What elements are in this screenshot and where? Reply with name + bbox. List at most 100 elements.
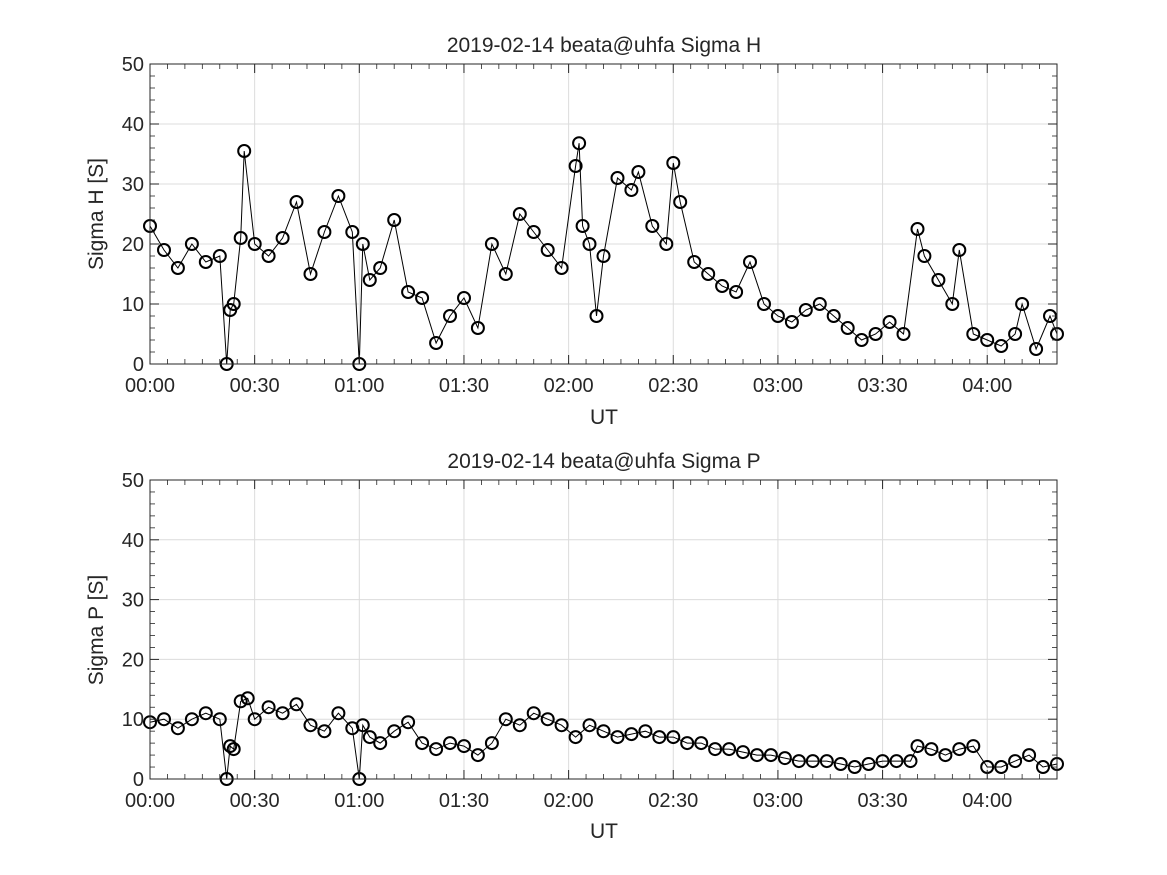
sigma-h-data-point	[645, 219, 660, 233]
sigma-p-data-point	[1008, 754, 1023, 769]
sigma-h-data-point	[1008, 327, 1023, 341]
sigma-h-data-point	[798, 303, 813, 317]
sigma-p-data-point	[791, 754, 806, 769]
sigma-p-data-point	[596, 724, 611, 739]
sigma-p-data-point	[966, 739, 981, 754]
sigma-p-data-point	[903, 754, 918, 769]
sigma-p-y-tick-label: 50	[122, 470, 144, 492]
sigma-h-data-point	[826, 309, 841, 323]
sigma-h-data-point	[170, 261, 185, 275]
sigma-p-data-point	[763, 748, 778, 763]
sigma-p-data-point	[212, 712, 227, 727]
sigma-p-data-point	[289, 697, 304, 712]
sigma-p-data-point	[170, 721, 185, 736]
sigma-h-data-point	[317, 225, 332, 239]
sigma-h-data-point	[498, 267, 513, 281]
sigma-p-data-point	[694, 736, 709, 751]
sigma-h-y-tick-label: 40	[122, 114, 144, 136]
sigma-h-data-point	[896, 327, 911, 341]
sigma-h-data-point	[1015, 297, 1030, 311]
sigma-p-data-point	[526, 706, 541, 721]
sigma-h-series-line	[149, 143, 1058, 365]
sigma-p-y-axis-label: Sigma P [S]	[85, 575, 108, 686]
sigma-h-data-point	[345, 225, 360, 239]
sigma-h-data-point	[994, 339, 1009, 353]
sigma-h-data-point	[624, 183, 639, 197]
sigma-p-y-tick-label: 40	[122, 530, 144, 552]
sigma-h-data-point	[443, 309, 457, 323]
sigma-h-data-point	[631, 165, 646, 179]
sigma-p-x-tick-label: 00:00	[125, 790, 175, 812]
sigma-p-x-tick-labels: 00:00 00:30 01:00 01:30 02:00 02:30 03:00 03:30…	[125, 790, 1012, 812]
sigma-p-data-point	[331, 706, 346, 721]
sigma-p-series-line	[149, 697, 1058, 780]
sigma-h-data-point	[198, 255, 213, 269]
sigma-h-data-point	[966, 327, 981, 341]
sigma-p-data-point	[889, 754, 904, 769]
sigma-h-data-point	[470, 321, 485, 335]
sigma-p-title: 2019-02-14 beata@uhfa Sigma P	[447, 450, 760, 473]
sigma-h-x-tick-labels: 00:00 00:30 01:00 01:30 02:00 02:30 03:00 03:30…	[125, 375, 1012, 397]
sigma-h-data-point	[212, 249, 227, 263]
sigma-h-data-point	[910, 222, 925, 236]
sigma-h-data-point	[1029, 342, 1044, 356]
sigma-h-data-point	[868, 327, 883, 341]
sigma-p-x-tick-label: 02:00	[544, 790, 594, 812]
sigma-p-x-tick-label: 04:00	[962, 790, 1012, 812]
sigma-h-data-point	[401, 285, 416, 299]
sigma-h-data-point	[589, 309, 604, 323]
sigma-h-data-point	[770, 309, 785, 323]
sigma-p-x-tick-label: 02:30	[648, 790, 698, 812]
sigma-h-x-tick-label: 00:00	[125, 375, 175, 397]
sigma-p-y-tick-label: 0	[133, 769, 144, 791]
sigma-h-data-point	[526, 225, 541, 239]
sigma-p-data-point	[355, 718, 370, 733]
sigma-h-title: 2019-02-14 beata@uhfa Sigma H	[447, 34, 761, 57]
sigma-p-data-point	[582, 718, 597, 733]
sigma-h-data-point	[784, 315, 799, 329]
sigma-p-data-point	[638, 724, 653, 739]
sigma-p-data-point	[554, 718, 569, 733]
sigma-p-panel: 2019-02-14 beata@uhfa Sigma P 0 10 20 30 40 5…	[85, 450, 1064, 843]
sigma-h-data-point	[610, 171, 625, 185]
sigma-h-data-point	[331, 189, 346, 203]
sigma-h-data-point	[840, 321, 855, 335]
sigma-h-data-point	[429, 336, 444, 350]
sigma-p-data-point	[708, 742, 723, 757]
sigma-p-data-point	[498, 712, 513, 727]
sigma-p-data-point	[484, 736, 499, 751]
sigma-p-x-tick-label: 03:30	[858, 790, 908, 812]
sigma-h-data-point	[952, 243, 967, 257]
sigma-h-panel: 2019-02-14 beata@uhfa Sigma H 0 10 20 30 40 5…	[85, 34, 1064, 429]
sigma-h-ticks	[149, 63, 1058, 365]
sigma-h-y-tick-labels: 0 10 20 30 40 50	[122, 54, 144, 376]
sigma-h-x-tick-label: 01:30	[439, 375, 489, 397]
sigma-p-data-point	[362, 730, 377, 745]
sigma-p-data-point	[722, 742, 737, 757]
sigma-h-data-point	[303, 267, 318, 281]
sigma-p-data-point	[736, 745, 750, 760]
sigma-p-data-point	[861, 757, 876, 771]
sigma-p-x-axis-label: UT	[590, 820, 618, 843]
sigma-p-data-point	[470, 748, 485, 763]
sigma-p-data-point	[875, 754, 890, 769]
sigma-p-data-point	[415, 736, 430, 751]
sigma-h-data-point	[673, 195, 688, 209]
sigma-h-y-tick-label: 50	[122, 54, 144, 76]
sigma-p-x-tick-label: 03:00	[753, 790, 803, 812]
sigma-h-data-point	[917, 249, 932, 263]
sigma-p-data-point	[938, 748, 953, 763]
sigma-p-y-tick-label: 30	[122, 590, 144, 612]
sigma-h-x-tick-label: 00:30	[230, 375, 280, 397]
sigma-h-data-point	[275, 231, 290, 245]
sigma-p-data-point	[924, 742, 939, 757]
sigma-h-data-point	[540, 243, 555, 257]
sigma-p-data-point	[443, 736, 457, 751]
sigma-h-data-point	[157, 243, 171, 257]
sigma-h-y-tick-label: 20	[122, 234, 144, 256]
sigma-h-x-tick-label: 04:00	[962, 375, 1012, 397]
sigma-h-data-point	[596, 249, 611, 263]
sigma-p-data-point	[952, 742, 967, 757]
sigma-p-data-point	[512, 718, 527, 733]
